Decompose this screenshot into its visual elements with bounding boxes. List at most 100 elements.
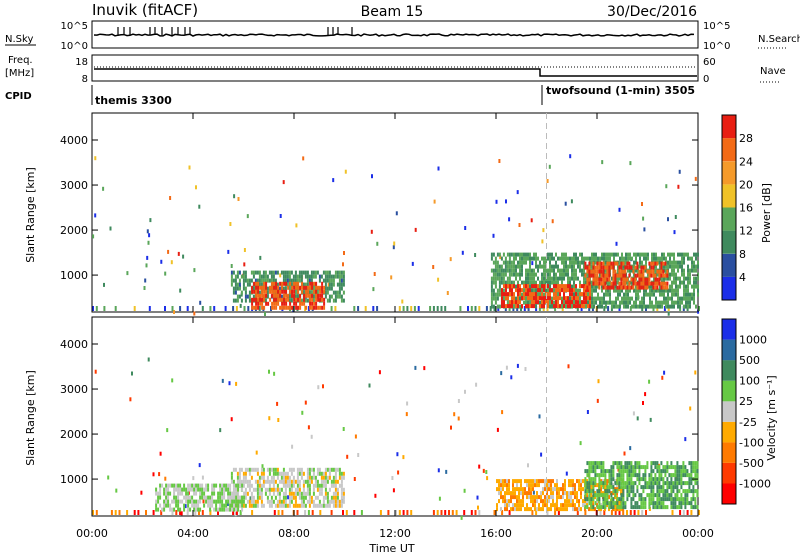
near-range-cell [92, 306, 94, 311]
echo-cell [642, 505, 645, 510]
echo-cell [540, 499, 542, 504]
echo-cell [542, 487, 544, 492]
echo-cell [506, 268, 509, 273]
echo-cell [632, 493, 635, 498]
echo-cell [177, 491, 180, 496]
scatter-cell [177, 251, 180, 256]
nave-tick-top: 60 [703, 57, 716, 68]
echo-cell [312, 294, 315, 299]
echo-cell [237, 487, 240, 492]
echo-cell [678, 473, 681, 478]
near-range-cell [353, 510, 356, 515]
scatter-cell [414, 227, 417, 232]
echo-cell [546, 483, 548, 488]
echo-cell [555, 296, 557, 301]
echo-cell [652, 477, 655, 482]
echo-cell [590, 269, 593, 274]
echo-cell [674, 465, 677, 470]
echo-cell [231, 495, 234, 500]
echo-cell [587, 304, 589, 309]
echo-cell [257, 289, 260, 294]
scatter-cell [694, 370, 697, 375]
freq-panel: Freq. [MHz] 18 8 60 0 Nave [5, 54, 786, 85]
echo-cell [316, 483, 319, 488]
echo-cell [573, 284, 575, 289]
echo-cell [634, 493, 637, 498]
echo-cell [537, 276, 539, 281]
echo-cell [309, 285, 312, 290]
echo-cell [583, 268, 585, 273]
echo-cell [342, 282, 345, 287]
echo-cell [556, 507, 558, 512]
echo-cell [297, 297, 300, 302]
echo-cell [580, 479, 582, 484]
echo-cell [336, 499, 339, 504]
echo-cell [567, 304, 569, 309]
echo-cell [629, 268, 631, 273]
echo-cell [342, 298, 345, 303]
echo-cell [504, 499, 506, 504]
echo-cell [275, 293, 278, 298]
echo-cell [642, 477, 645, 482]
echo-cell [203, 491, 206, 496]
echo-cell [227, 491, 230, 496]
echo-cell [297, 305, 300, 310]
echo-cell [559, 288, 561, 293]
echo-cell [547, 252, 549, 257]
echo-cell [320, 479, 323, 484]
echo-cell [519, 300, 521, 305]
echo-cell [676, 461, 679, 466]
echo-cell [681, 272, 683, 277]
echo-cell [227, 507, 230, 512]
scatter-cell [530, 218, 533, 223]
echo-cell [161, 483, 164, 488]
echo-cell [612, 469, 615, 474]
echo-cell [686, 489, 689, 494]
echo-cell [596, 493, 599, 498]
echo-cell [648, 497, 651, 502]
echo-cell [571, 260, 573, 265]
echo-cell [557, 304, 559, 309]
echo-cell [557, 284, 559, 289]
nsky-panel: N.Sky 10^5 10^0 10^5 10^0 N.Search [5, 20, 800, 52]
echo-cell [290, 499, 293, 504]
echo-cell [256, 491, 259, 496]
scatter-cell [551, 219, 554, 224]
scatter-cell [219, 428, 222, 433]
echo-cell [678, 497, 681, 502]
echo-cell [527, 300, 529, 305]
echo-cell [553, 280, 555, 285]
x-axis-label: Time UT [368, 542, 414, 554]
echo-cell [284, 475, 287, 480]
echo-cell [256, 503, 259, 508]
near-range-cell [171, 306, 174, 311]
echo-cell [296, 274, 299, 279]
echo-cell [661, 256, 663, 261]
echo-cell [640, 265, 643, 270]
echo-cell [574, 507, 576, 512]
echo-cell [680, 465, 683, 470]
echo-cell [268, 479, 271, 484]
echo-cell [627, 304, 629, 309]
echo-cell [614, 461, 617, 466]
echo-cell [525, 276, 527, 281]
echo-cell [266, 290, 269, 295]
echo-cell [597, 284, 599, 289]
echo-cell [302, 479, 305, 484]
echo-cell [577, 260, 579, 265]
echo-cell [682, 469, 685, 474]
echo-cell [639, 264, 641, 269]
echo-cell [602, 285, 605, 290]
echo-cell [572, 483, 574, 488]
echo-cell [332, 483, 335, 488]
echo-cell [583, 280, 585, 285]
echo-cell [613, 288, 615, 293]
echo-cell [564, 503, 566, 508]
echo-cell [533, 256, 535, 261]
echo-cell [310, 274, 313, 279]
scatter-cell [227, 249, 230, 254]
echo-cell [529, 280, 531, 285]
echo-cell [531, 300, 533, 305]
echo-cell [155, 507, 158, 512]
echo-cell [661, 300, 663, 305]
